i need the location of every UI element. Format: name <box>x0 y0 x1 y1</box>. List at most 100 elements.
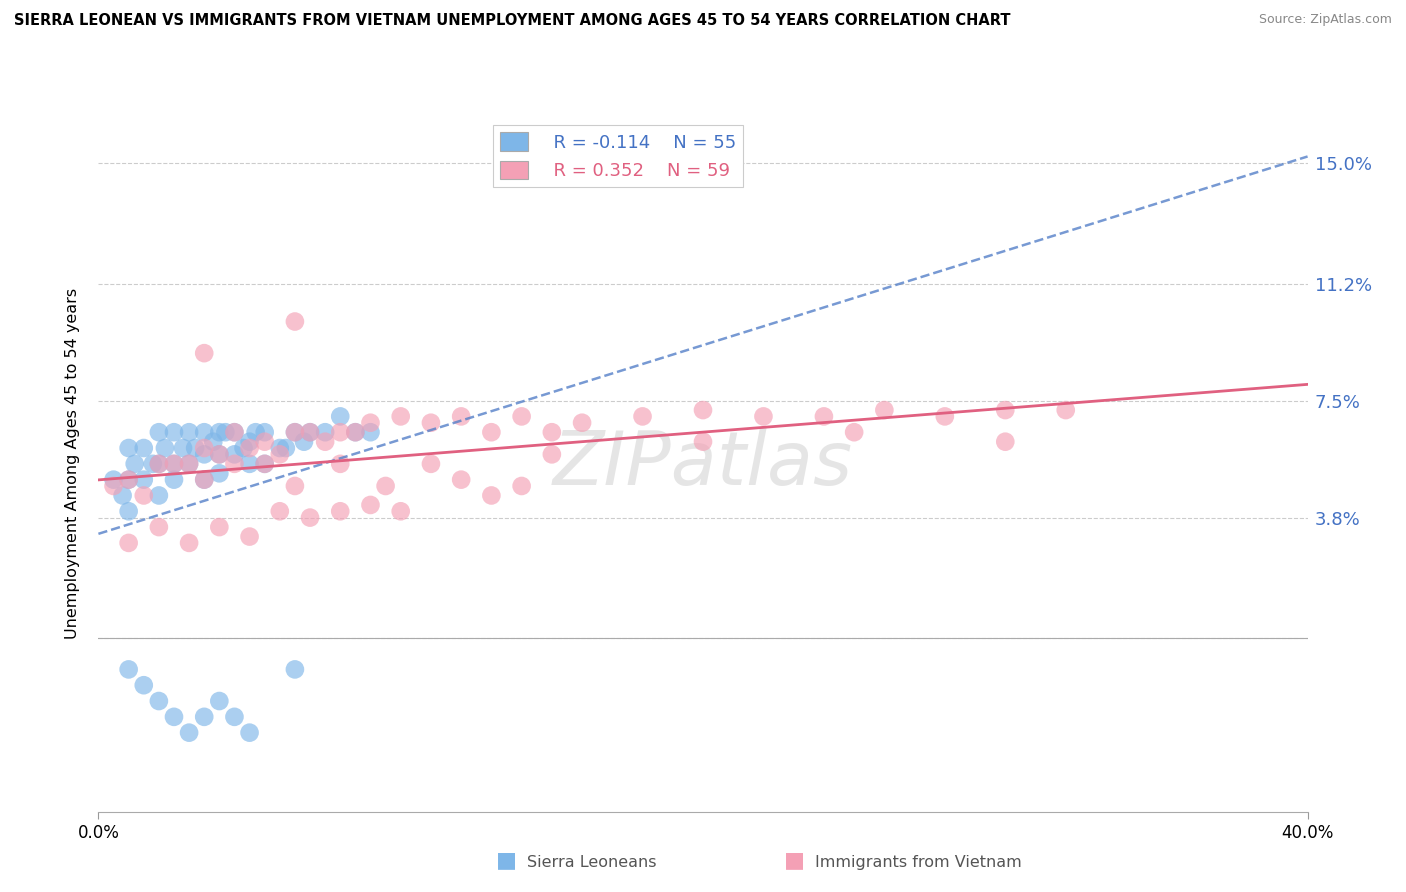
Text: ■: ■ <box>785 850 804 870</box>
Point <box>284 425 307 440</box>
Point <box>284 314 307 328</box>
Point <box>202 434 225 449</box>
Point <box>118 473 141 487</box>
Point <box>253 457 276 471</box>
Point <box>374 479 396 493</box>
Point <box>540 447 562 461</box>
Point <box>540 425 562 440</box>
Point <box>111 488 134 502</box>
Text: ZIPatlas: ZIPatlas <box>553 428 853 500</box>
Point <box>253 434 276 449</box>
Point <box>163 425 186 440</box>
Point <box>132 488 155 502</box>
Point <box>179 725 201 739</box>
Point <box>299 425 322 440</box>
Point <box>420 457 443 471</box>
Point <box>692 434 714 449</box>
Point <box>844 425 866 440</box>
Point <box>934 409 956 424</box>
Point <box>994 403 1017 417</box>
Point <box>132 441 155 455</box>
Point <box>142 457 165 471</box>
Point <box>132 678 155 692</box>
Point <box>193 710 215 724</box>
Point <box>344 425 367 440</box>
Point <box>148 694 170 708</box>
Point <box>873 403 896 417</box>
Point <box>172 441 194 455</box>
Point <box>420 416 443 430</box>
Point <box>208 447 231 461</box>
Point <box>132 473 155 487</box>
Text: ■: ■ <box>496 850 516 870</box>
Point <box>481 488 503 502</box>
Point <box>179 457 201 471</box>
Point <box>239 725 262 739</box>
Point <box>224 425 246 440</box>
Point <box>360 425 382 440</box>
Point <box>163 457 186 471</box>
Point <box>510 479 533 493</box>
Point <box>450 409 472 424</box>
Point <box>124 457 146 471</box>
Point <box>481 425 503 440</box>
Point <box>329 504 352 518</box>
Point <box>103 479 125 493</box>
Point <box>118 536 141 550</box>
Point <box>450 473 472 487</box>
Point <box>208 694 231 708</box>
Point <box>148 488 170 502</box>
Point <box>269 441 291 455</box>
Text: Sierra Leoneans: Sierra Leoneans <box>527 855 657 870</box>
Point <box>239 530 262 544</box>
Point <box>179 425 201 440</box>
Point <box>284 479 307 493</box>
Point <box>284 425 307 440</box>
Point <box>193 441 215 455</box>
Point <box>193 447 215 461</box>
Point <box>299 510 322 524</box>
Point <box>329 457 352 471</box>
Point <box>284 662 307 676</box>
Point <box>631 409 654 424</box>
Point <box>292 434 315 449</box>
Point <box>163 457 186 471</box>
Point <box>314 434 336 449</box>
Point <box>193 473 215 487</box>
Point <box>193 425 215 440</box>
Point <box>214 425 236 440</box>
Point <box>193 346 215 360</box>
Point <box>692 403 714 417</box>
Point <box>239 441 262 455</box>
Point <box>253 457 276 471</box>
Point <box>274 441 297 455</box>
Point <box>179 457 201 471</box>
Point <box>360 416 382 430</box>
Point <box>118 662 141 676</box>
Point <box>239 457 262 471</box>
Point <box>389 504 412 518</box>
Point <box>510 409 533 424</box>
Point <box>1054 403 1077 417</box>
Point <box>329 409 352 424</box>
Point <box>314 425 336 440</box>
Point <box>118 473 141 487</box>
Point <box>153 441 176 455</box>
Point <box>208 467 231 481</box>
Point <box>118 441 141 455</box>
Point <box>208 447 231 461</box>
Point <box>752 409 775 424</box>
Point <box>103 473 125 487</box>
Text: Source: ZipAtlas.com: Source: ZipAtlas.com <box>1258 13 1392 27</box>
Point <box>224 425 246 440</box>
Point <box>163 473 186 487</box>
Point <box>389 409 412 424</box>
Point <box>344 425 367 440</box>
Point <box>245 425 267 440</box>
Point <box>184 441 207 455</box>
Point <box>118 504 141 518</box>
Point <box>193 473 215 487</box>
Point <box>224 710 246 724</box>
Point <box>571 416 593 430</box>
Point <box>360 498 382 512</box>
